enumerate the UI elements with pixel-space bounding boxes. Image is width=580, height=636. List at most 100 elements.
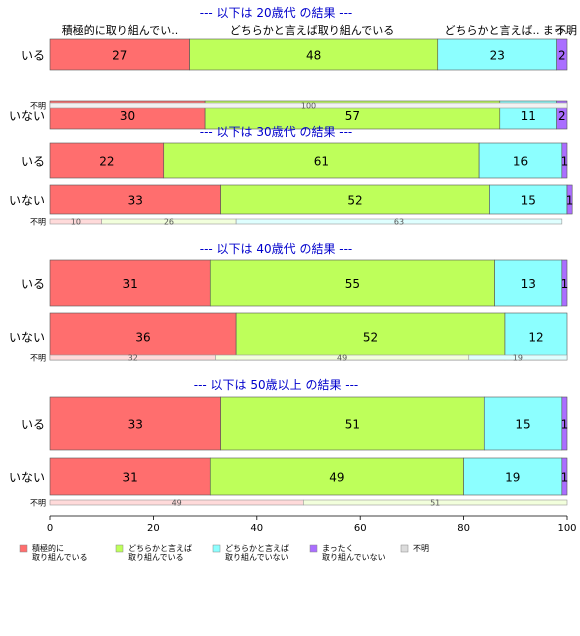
row-label: いる <box>21 418 45 432</box>
row-label: いない <box>9 194 45 208</box>
data-label: 32 <box>128 354 138 363</box>
data-label: 100 <box>301 102 316 111</box>
panel-title: --- 以下は 50歳以上 の結果 --- <box>194 378 359 392</box>
row-label: いない <box>9 331 45 345</box>
row-label: いる <box>21 49 45 63</box>
row-label: 不明 <box>30 354 46 363</box>
row-label: 不明 <box>30 218 46 227</box>
x-tick-label: 40 <box>250 523 263 534</box>
column-header: どちらかと言えば取り組んでいる <box>230 24 394 37</box>
data-label: 31 <box>122 471 137 485</box>
legend-swatch <box>19 544 28 553</box>
data-label: 1 <box>561 277 569 291</box>
column-header: どちらかと言えば.. <box>445 24 540 37</box>
data-label: 13 <box>521 277 536 291</box>
data-label: 2 <box>558 49 566 63</box>
data-label: 16 <box>513 155 528 169</box>
legend-label: 取り組んでいない <box>225 552 289 562</box>
row-label: いる <box>21 155 45 169</box>
x-tick-label: 100 <box>557 523 576 534</box>
data-label: 33 <box>128 194 143 208</box>
bar-segment <box>468 354 568 361</box>
data-label: 63 <box>394 218 404 227</box>
bar-segment <box>49 312 237 361</box>
data-label: 27 <box>112 49 127 63</box>
data-label: 26 <box>164 218 174 227</box>
data-label: 1 <box>561 471 569 485</box>
bar-segment <box>556 38 568 71</box>
bar-segment <box>189 38 439 71</box>
bar-segment <box>566 184 573 215</box>
data-label: 12 <box>528 331 543 345</box>
bar-segment <box>220 396 485 451</box>
data-label: 51 <box>430 499 440 508</box>
data-label: 1 <box>566 194 574 208</box>
panel-title: --- 以下は 30歳代 の結果 --- <box>200 125 353 139</box>
bar-segment <box>235 218 563 225</box>
bar-segment <box>556 100 568 130</box>
data-label: 30 <box>120 109 135 123</box>
column-header: まっ.. <box>543 24 572 37</box>
bar-segment <box>49 184 221 215</box>
bar-segment <box>561 457 568 496</box>
bar-segment <box>220 184 490 215</box>
data-label: 2 <box>558 109 566 123</box>
data-label: 51 <box>345 418 360 432</box>
bar-segment <box>463 457 563 496</box>
legend-swatch <box>309 544 318 553</box>
data-label: 11 <box>521 109 536 123</box>
data-label: 15 <box>521 194 536 208</box>
panel-title: --- 以下は 20歳代 の結果 --- <box>200 6 353 20</box>
column-header: 不明 <box>555 24 577 37</box>
row-label: いる <box>21 277 45 291</box>
legend-swatch <box>400 544 409 553</box>
data-label: 19 <box>513 354 523 363</box>
row-label: いない <box>9 471 45 485</box>
data-label: 36 <box>135 331 150 345</box>
bar-segment <box>209 457 464 496</box>
data-label: 57 <box>345 109 360 123</box>
legend-label: どちらかと言えば <box>128 543 192 553</box>
bar-segment <box>49 102 568 109</box>
data-label: 61 <box>314 155 329 169</box>
x-tick-label: 80 <box>457 523 470 534</box>
data-label: 33 <box>128 418 143 432</box>
legend-swatch <box>212 544 221 553</box>
bar-segment <box>303 499 568 506</box>
bar-segment <box>494 259 563 307</box>
bar-segment <box>209 259 495 307</box>
data-label: 48 <box>306 49 321 63</box>
legend-label: 取り組んでいない <box>322 552 386 562</box>
data-label: 1 <box>561 155 569 169</box>
bar-segment <box>561 142 568 179</box>
bar-segment <box>235 312 506 361</box>
bar-segment <box>163 142 480 179</box>
data-label: 49 <box>337 354 347 363</box>
data-label: 52 <box>363 331 378 345</box>
panel-title: --- 以下は 40歳代 の結果 --- <box>200 242 353 256</box>
data-label: 23 <box>490 49 505 63</box>
legend-swatch <box>115 544 124 553</box>
legend-label: 取り組んでいる <box>128 552 184 562</box>
bar-segment <box>49 259 211 307</box>
bar-segment <box>49 457 211 496</box>
data-label: 49 <box>329 471 344 485</box>
data-label: 55 <box>345 277 360 291</box>
legend-label: 不明 <box>413 544 429 553</box>
x-tick-label: 0 <box>47 523 53 534</box>
legend-label: どちらかと言えば <box>225 543 289 553</box>
bar-segment <box>489 184 568 215</box>
data-label: 15 <box>515 418 530 432</box>
legend-label: 取り組んでいる <box>32 552 88 562</box>
data-label: 19 <box>505 471 520 485</box>
legend-label: まったく <box>322 544 354 553</box>
legend-label: 積極的に <box>32 543 64 553</box>
bar-segment <box>504 312 568 361</box>
row-label: 不明 <box>30 102 46 111</box>
data-label: 49 <box>172 499 182 508</box>
data-label: 22 <box>99 155 114 169</box>
x-tick-label: 60 <box>354 523 367 534</box>
data-label: 31 <box>122 277 137 291</box>
bar-segment <box>561 396 568 451</box>
